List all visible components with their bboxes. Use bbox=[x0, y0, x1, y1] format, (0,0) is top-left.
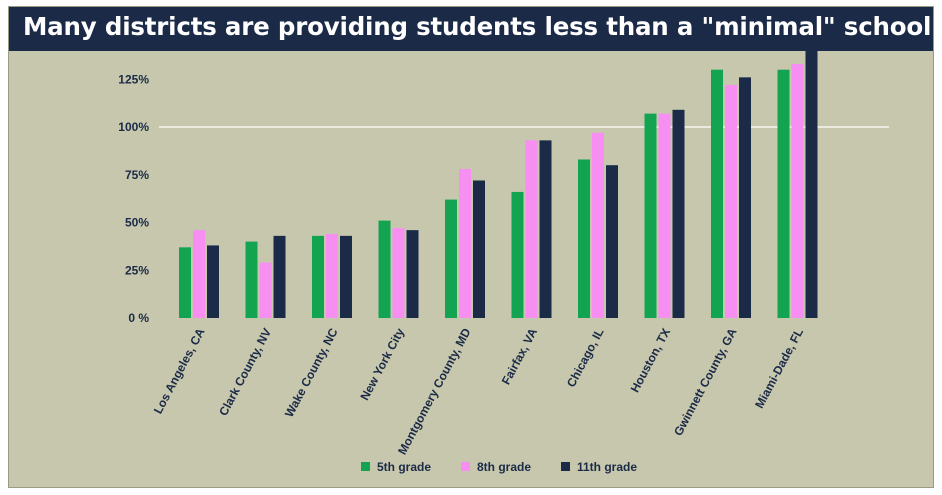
bars bbox=[179, 51, 818, 318]
bar bbox=[274, 236, 286, 318]
legend-label: 11th grade bbox=[577, 460, 637, 474]
x-tick-label: Miami-Dade, FL bbox=[752, 326, 806, 411]
bar bbox=[526, 140, 538, 318]
legend-swatch bbox=[561, 462, 570, 471]
bar bbox=[193, 230, 205, 318]
bar bbox=[792, 64, 804, 318]
x-tick-label: Fairfax, VA bbox=[499, 326, 541, 387]
bar-chart: 0 % 25% 50% 75% 100% 125% Los Angeles, CA Clar… bbox=[9, 7, 934, 488]
bar bbox=[445, 200, 457, 318]
bar bbox=[473, 180, 485, 318]
bar bbox=[407, 230, 419, 318]
legend: 5th grade 8th grade 11th grade bbox=[361, 460, 637, 474]
x-axis: Los Angeles, CA Clark County, NV Wake Coun… bbox=[151, 326, 806, 457]
y-tick-label: 25% bbox=[125, 263, 149, 277]
bar bbox=[725, 85, 737, 318]
y-tick-label: 0 % bbox=[128, 311, 149, 325]
x-tick-label: Los Angeles, CA bbox=[151, 326, 208, 417]
legend-swatch bbox=[361, 462, 370, 471]
bar bbox=[459, 169, 471, 318]
y-tick-label: 50% bbox=[125, 216, 149, 230]
bar bbox=[260, 263, 272, 318]
bar bbox=[312, 236, 324, 318]
bar bbox=[179, 247, 191, 318]
bar bbox=[806, 51, 818, 318]
bar bbox=[246, 242, 258, 318]
bar bbox=[645, 114, 657, 318]
bar bbox=[578, 159, 590, 318]
bar bbox=[512, 192, 524, 318]
legend-label: 8th grade bbox=[477, 460, 531, 474]
bar bbox=[340, 236, 352, 318]
bar bbox=[207, 245, 219, 318]
chart-frame: Many districts are providing students le… bbox=[8, 6, 934, 488]
y-tick-label: 100% bbox=[118, 120, 149, 134]
x-tick-label: New York City bbox=[357, 326, 407, 403]
legend-label: 5th grade bbox=[377, 460, 431, 474]
y-tick-label: 125% bbox=[118, 72, 149, 86]
bar bbox=[540, 140, 552, 318]
bar bbox=[673, 110, 685, 318]
bar bbox=[739, 77, 751, 318]
bar bbox=[393, 228, 405, 318]
y-axis: 0 % 25% 50% 75% 100% 125% bbox=[118, 72, 149, 325]
x-tick-label: Montgomery County, MD bbox=[395, 326, 474, 457]
x-tick-label: Clark County, NV bbox=[216, 326, 274, 418]
legend-swatch bbox=[461, 462, 470, 471]
bar bbox=[778, 70, 790, 318]
y-tick-label: 75% bbox=[125, 168, 149, 182]
bar bbox=[326, 234, 338, 318]
x-tick-label: Houston, TX bbox=[628, 326, 674, 395]
bar bbox=[659, 114, 671, 318]
bar bbox=[379, 221, 391, 318]
x-tick-label: Chicago, IL bbox=[564, 326, 607, 390]
x-tick-label: Gwinnett County, GA bbox=[671, 326, 740, 439]
x-tick-label: Wake County, NC bbox=[282, 326, 341, 420]
bar bbox=[606, 165, 618, 318]
bar bbox=[592, 133, 604, 318]
bar bbox=[711, 70, 723, 318]
